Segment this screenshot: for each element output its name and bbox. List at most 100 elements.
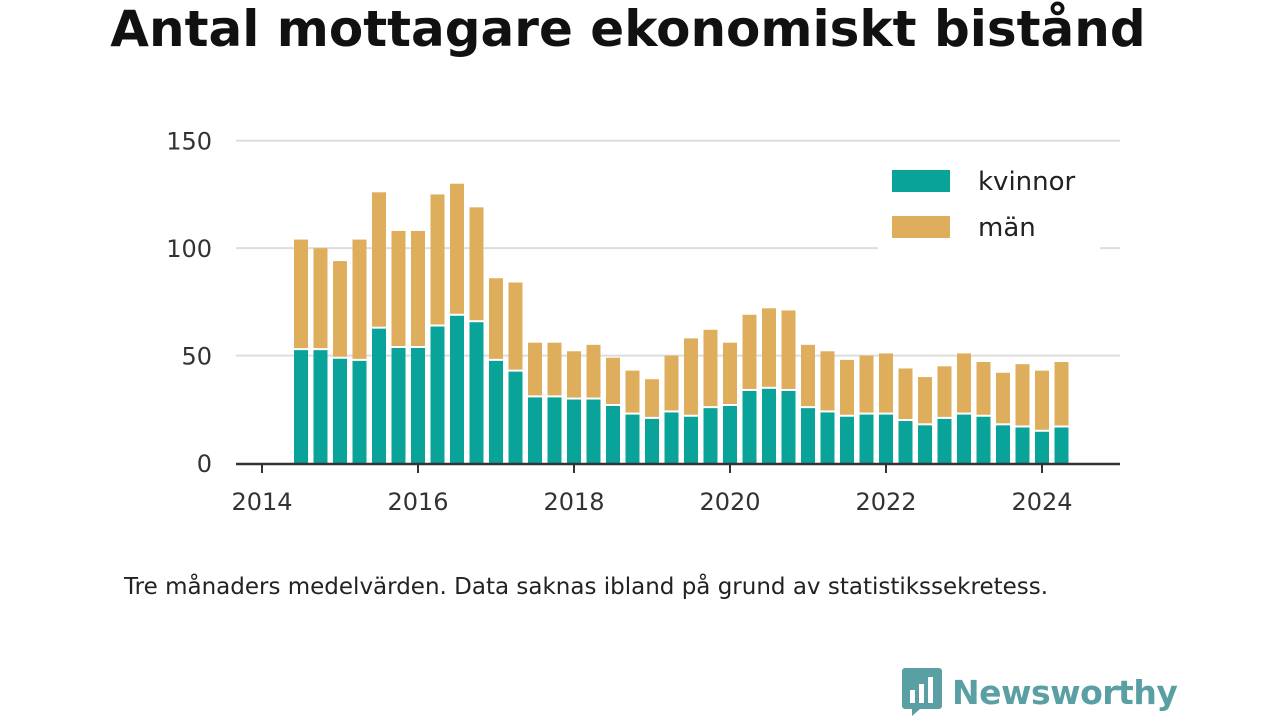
bar-kvinnor — [294, 349, 308, 463]
bar-kvinnor — [898, 420, 913, 463]
y-tick-label: 150 — [166, 128, 212, 156]
bar-man — [820, 351, 835, 412]
bar-kvinnor — [996, 424, 1010, 463]
bar-man — [625, 370, 640, 414]
bar-man — [918, 377, 932, 425]
bar-man — [352, 239, 367, 360]
bar-man — [294, 239, 308, 350]
chart-footnote: Tre månaders medelvärden. Data saknas ib… — [124, 574, 1049, 600]
stacked-bar-chart: 0 50 100 150 2014 2016 2018 2020 2022 2024 kvinno… — [166, 128, 1120, 516]
bar-kvinnor — [801, 407, 815, 463]
bar-man — [742, 314, 757, 390]
bar-man — [547, 342, 562, 397]
bar-man — [469, 207, 484, 322]
brand-logo: Newsworthy — [902, 668, 1178, 716]
bar-kvinnor — [313, 349, 328, 463]
bar-man — [586, 344, 601, 399]
bar-kvinnor — [372, 327, 386, 463]
bar-kvinnor — [606, 404, 620, 463]
bar-man — [703, 329, 718, 408]
bar-kvinnor — [820, 411, 835, 463]
bar-kvinnor — [411, 346, 425, 463]
bar-man — [762, 308, 776, 388]
bar-man — [333, 261, 347, 358]
bar-man — [528, 342, 542, 397]
bar-man — [684, 338, 698, 416]
bar-man — [391, 230, 406, 347]
y-tick-label: 0 — [197, 450, 212, 478]
bar-kvinnor — [430, 325, 445, 463]
bar-kvinnor — [762, 387, 776, 463]
bar-kvinnor — [391, 346, 406, 463]
bar-kvinnor — [645, 417, 659, 463]
bar-kvinnor — [1054, 426, 1069, 463]
bar-kvinnor — [918, 424, 932, 463]
bar-man — [1015, 364, 1030, 427]
axes: 0 50 100 150 2014 2016 2018 2020 2022 2024 — [166, 128, 1120, 516]
bar-kvinnor — [976, 415, 991, 463]
bar-kvinnor — [469, 321, 484, 463]
x-tick-label: 2016 — [387, 488, 448, 516]
x-tick-label: 2020 — [699, 488, 760, 516]
bar-kvinnor — [840, 415, 854, 463]
bar-man — [508, 282, 523, 371]
bar-kvinnor — [957, 413, 971, 463]
legend-swatch — [892, 170, 950, 192]
bar-man — [937, 366, 952, 418]
x-tick-label: 2022 — [855, 488, 916, 516]
bar-kvinnor — [1015, 426, 1030, 463]
bar-kvinnor — [781, 389, 796, 463]
bar-man — [781, 310, 796, 390]
bar-kvinnor — [528, 396, 542, 463]
bar-man — [976, 362, 991, 416]
bar-man — [723, 342, 737, 405]
bar-kvinnor — [703, 407, 718, 463]
bar-man — [313, 248, 328, 350]
bar-kvinnor — [489, 359, 503, 463]
bar-kvinnor — [547, 396, 562, 463]
bar-kvinnor — [586, 398, 601, 463]
bar-man — [489, 278, 503, 360]
y-tick-label: 100 — [166, 235, 212, 263]
bar-man — [606, 357, 620, 405]
bar-kvinnor — [742, 389, 757, 463]
x-tick-label: 2024 — [1011, 488, 1072, 516]
bar-man — [430, 194, 445, 326]
legend-label: män — [978, 213, 1036, 243]
bar-man — [1035, 370, 1049, 431]
bar-kvinnor — [879, 413, 893, 463]
bar-man — [450, 183, 464, 315]
bar-man — [879, 353, 893, 414]
bar-man — [645, 379, 659, 418]
bar-kvinnor — [664, 411, 679, 463]
bar-man — [372, 192, 386, 328]
bar-man — [411, 230, 425, 347]
bar-kvinnor — [1035, 430, 1049, 463]
bar-man — [898, 368, 913, 421]
bar-kvinnor — [723, 404, 737, 463]
legend-swatch — [892, 216, 950, 238]
bar-man — [957, 353, 971, 414]
bar-man — [801, 344, 815, 408]
bar-man — [567, 351, 581, 399]
bar-man — [664, 355, 679, 412]
chart-title: Antal mottagare ekonomiskt bistånd — [110, 0, 1146, 58]
bar-kvinnor — [859, 413, 874, 463]
bar-man — [859, 355, 874, 414]
bar-kvinnor — [352, 359, 367, 463]
legend: kvinnor män — [878, 160, 1100, 250]
bar-kvinnor — [333, 357, 347, 463]
bar-kvinnor — [567, 398, 581, 463]
x-tick-label: 2014 — [231, 488, 292, 516]
legend-label: kvinnor — [978, 167, 1076, 197]
y-tick-label: 50 — [181, 343, 212, 371]
x-tick-label: 2018 — [543, 488, 604, 516]
bar-series — [294, 183, 1069, 463]
bar-man — [1054, 362, 1069, 427]
bar-chart-speech-bubble-icon — [902, 668, 942, 716]
brand-name: Newsworthy — [952, 672, 1178, 712]
bar-kvinnor — [508, 370, 523, 463]
bar-kvinnor — [937, 417, 952, 463]
bar-kvinnor — [625, 413, 640, 463]
bar-kvinnor — [450, 314, 464, 463]
